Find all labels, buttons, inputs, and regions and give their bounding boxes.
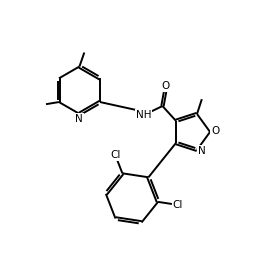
Text: Cl: Cl xyxy=(110,150,120,160)
Text: Cl: Cl xyxy=(172,200,183,210)
Text: O: O xyxy=(211,126,219,136)
Text: NH: NH xyxy=(136,110,152,120)
Text: N: N xyxy=(75,114,83,124)
Text: O: O xyxy=(162,81,170,91)
Text: N: N xyxy=(198,146,206,156)
